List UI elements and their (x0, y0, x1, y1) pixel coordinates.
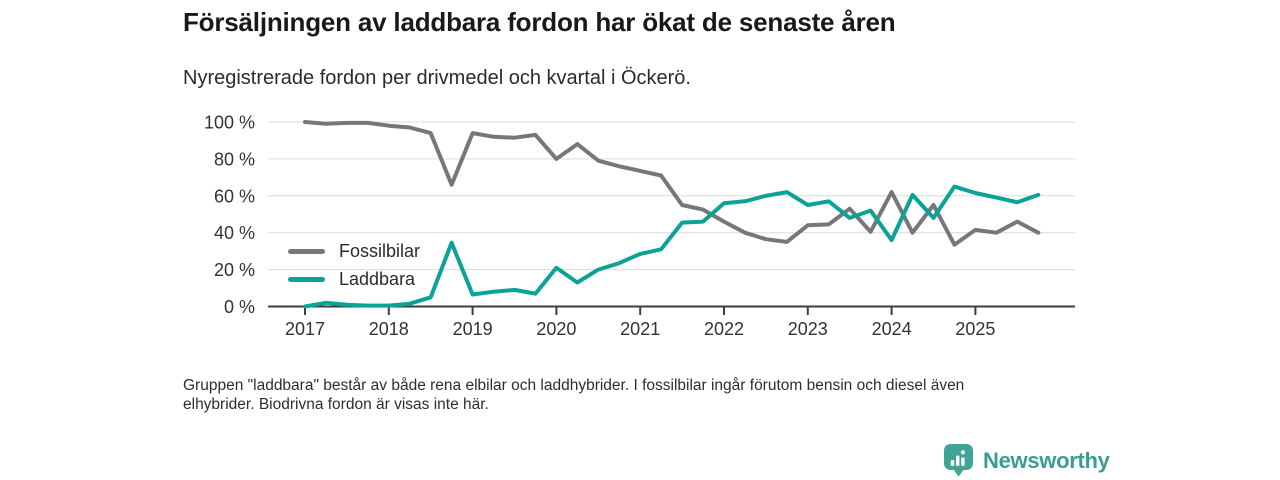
bar-chart-pin-icon (944, 444, 973, 477)
x-axis-label-2022: 2022 (704, 319, 744, 339)
legend-label-fossilbilar: Fossilbilar (339, 240, 421, 261)
newsworthy-logo: Newsworthy (944, 444, 1110, 477)
x-axis-label-2021: 2021 (620, 319, 660, 339)
x-axis-label-2017: 2017 (285, 319, 325, 339)
x-axis-label-2018: 2018 (369, 319, 409, 339)
legend-label-laddbara: Laddbara (339, 268, 416, 289)
footnote: Gruppen "laddbara" består av både rena e… (183, 377, 964, 414)
y-axis-label-0: 0 % (224, 297, 255, 317)
y-axis-label-100: 100 % (204, 113, 255, 133)
legend-item-laddbara: Laddbara (288, 265, 420, 293)
series-line-fossilbilar (303, 120, 1041, 247)
x-axis-label-2019: 2019 (453, 319, 493, 339)
y-axis-label-60: 60 % (214, 186, 255, 206)
chart-legend: Fossilbilar Laddbara (288, 237, 420, 293)
legend-item-fossilbilar: Fossilbilar (288, 237, 420, 265)
x-axis-label-2020: 2020 (536, 319, 576, 339)
x-axis-label-2024: 2024 (872, 319, 912, 339)
chart-title: Försäljningen av laddbara fordon har öka… (183, 7, 896, 37)
y-axis-label-40: 40 % (214, 223, 255, 243)
chart-subtitle: Nyregistrerade fordon per drivmedel och … (183, 67, 691, 89)
x-axis-label-2023: 2023 (788, 319, 828, 339)
newsworthy-wordmark: Newsworthy (983, 447, 1110, 473)
series-line-laddbara (303, 184, 1041, 309)
footnote-line-2: elhybrider. Biodrivna fordon är visas in… (183, 395, 489, 413)
legend-line-swatch-laddbara (288, 276, 325, 282)
x-axis-label-2025: 2025 (955, 319, 995, 339)
legend-line-swatch-fossilbilar (288, 248, 325, 254)
footnote-line-1: Gruppen "laddbara" består av både rena e… (183, 377, 965, 394)
y-axis-label-80: 80 % (214, 149, 255, 169)
y-axis-label-20: 20 % (214, 260, 255, 280)
